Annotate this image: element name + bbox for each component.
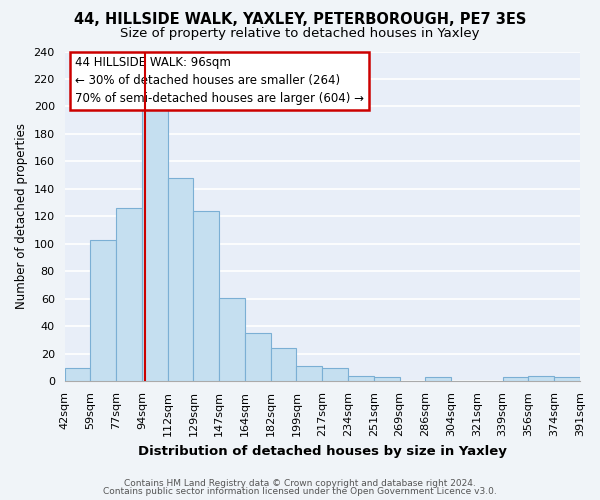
Text: 44 HILLSIDE WALK: 96sqm
← 30% of detached houses are smaller (264)
70% of semi-d: 44 HILLSIDE WALK: 96sqm ← 30% of detache…: [75, 56, 364, 106]
Bar: [322, 368, 348, 382]
Bar: [374, 378, 400, 382]
Bar: [529, 376, 554, 382]
Text: Contains public sector information licensed under the Open Government Licence v3: Contains public sector information licen…: [103, 487, 497, 496]
Bar: [245, 334, 271, 382]
Text: 44, HILLSIDE WALK, YAXLEY, PETERBOROUGH, PE7 3ES: 44, HILLSIDE WALK, YAXLEY, PETERBOROUGH,…: [74, 12, 526, 28]
Text: Size of property relative to detached houses in Yaxley: Size of property relative to detached ho…: [120, 28, 480, 40]
Bar: [219, 298, 245, 382]
Bar: [503, 378, 529, 382]
Bar: [142, 108, 167, 382]
Bar: [554, 378, 580, 382]
Bar: [167, 178, 193, 382]
Bar: [193, 211, 219, 382]
Bar: [271, 348, 296, 382]
Text: Contains HM Land Registry data © Crown copyright and database right 2024.: Contains HM Land Registry data © Crown c…: [124, 478, 476, 488]
Y-axis label: Number of detached properties: Number of detached properties: [15, 124, 28, 310]
Bar: [65, 368, 91, 382]
Bar: [348, 376, 374, 382]
Bar: [296, 366, 322, 382]
Bar: [116, 208, 142, 382]
Bar: [425, 378, 451, 382]
Bar: [91, 240, 116, 382]
X-axis label: Distribution of detached houses by size in Yaxley: Distribution of detached houses by size …: [138, 444, 507, 458]
